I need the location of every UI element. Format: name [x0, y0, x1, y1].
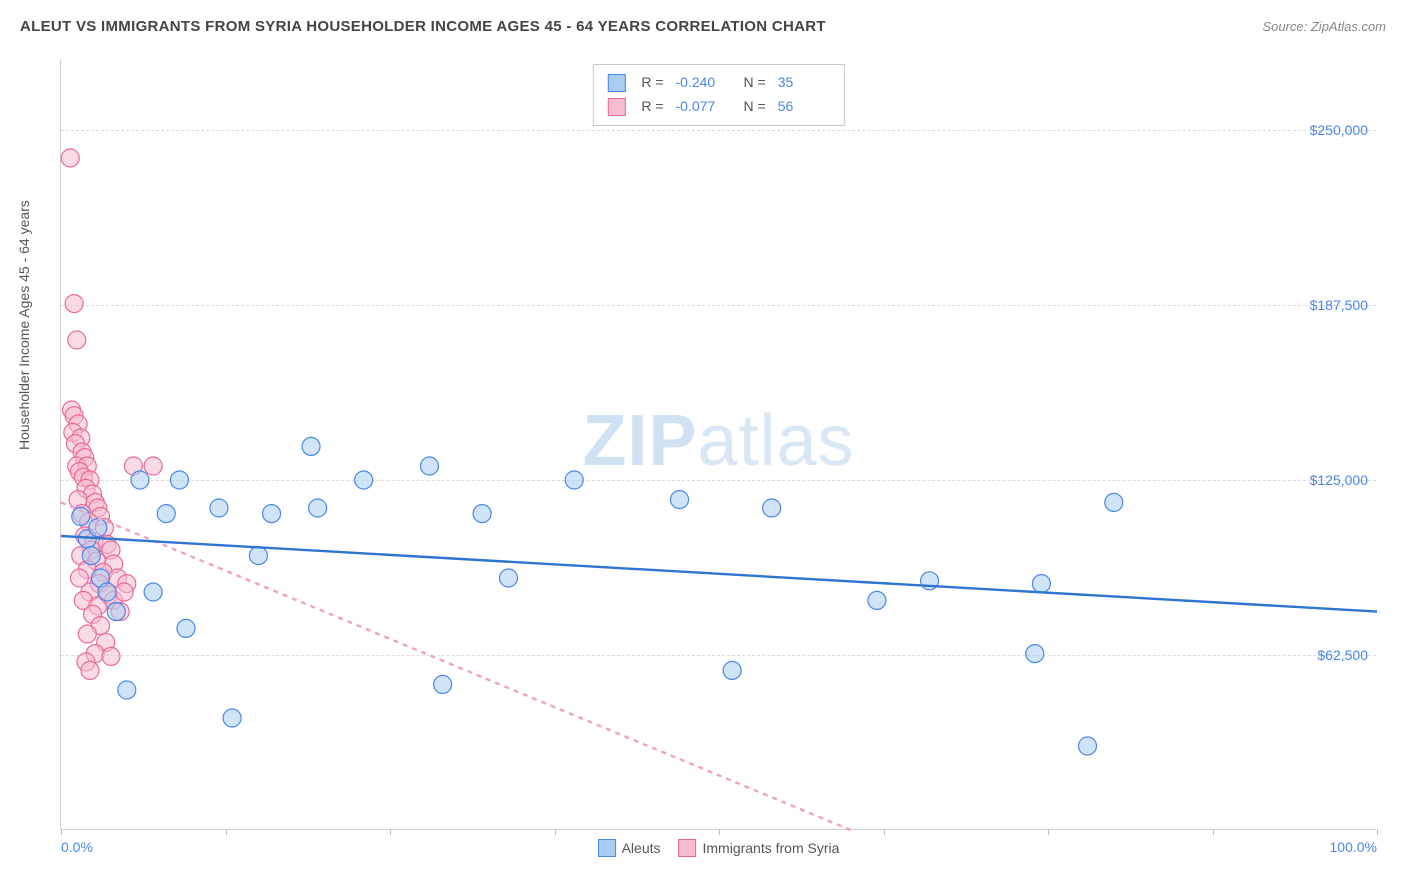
data-point: [157, 505, 175, 523]
data-point: [131, 471, 149, 489]
data-point: [210, 499, 228, 517]
correlation-stats-box: R = -0.240 N = 35 R = -0.077 N = 56: [592, 64, 844, 126]
data-point: [65, 295, 83, 313]
trend-line: [61, 536, 1377, 612]
legend-item-0: Aleuts: [598, 839, 661, 857]
r-value-1: -0.077: [676, 95, 728, 119]
data-point: [420, 457, 438, 475]
n-label: N =: [744, 71, 766, 95]
legend-label-0: Aleuts: [622, 840, 661, 856]
n-label: N =: [744, 95, 766, 119]
data-point: [1105, 493, 1123, 511]
data-point: [102, 647, 120, 665]
data-point: [107, 603, 125, 621]
data-point: [249, 547, 267, 565]
data-point: [1026, 645, 1044, 663]
r-label: R =: [641, 95, 663, 119]
data-point: [263, 505, 281, 523]
x-tick-label: 100.0%: [1330, 839, 1377, 855]
data-point: [177, 619, 195, 637]
legend-item-1: Immigrants from Syria: [679, 839, 840, 857]
chart-header: ALEUT VS IMMIGRANTS FROM SYRIA HOUSEHOLD…: [20, 18, 1386, 35]
data-point: [170, 471, 188, 489]
data-point: [565, 471, 583, 489]
data-point: [763, 499, 781, 517]
bottom-legend: Aleuts Immigrants from Syria: [598, 839, 840, 857]
data-point: [68, 331, 86, 349]
data-point: [355, 471, 373, 489]
n-value-1: 56: [778, 95, 830, 119]
data-point: [309, 499, 327, 517]
data-point: [434, 675, 452, 693]
stats-row-series-1: R = -0.077 N = 56: [607, 95, 829, 119]
data-point: [61, 149, 79, 167]
legend-label-1: Immigrants from Syria: [703, 840, 840, 856]
data-point: [144, 457, 162, 475]
data-point: [868, 591, 886, 609]
source-attribution: Source: ZipAtlas.com: [1262, 19, 1386, 34]
data-point: [115, 583, 133, 601]
data-point: [223, 709, 241, 727]
data-point: [89, 519, 107, 537]
legend-swatch-0: [598, 839, 616, 857]
data-point: [499, 569, 517, 587]
x-tick-label: 0.0%: [61, 839, 93, 855]
swatch-series-0: [607, 74, 625, 92]
data-point: [81, 661, 99, 679]
legend-swatch-1: [679, 839, 697, 857]
swatch-series-1: [607, 98, 625, 116]
data-point: [723, 661, 741, 679]
data-point: [1078, 737, 1096, 755]
data-point: [144, 583, 162, 601]
r-label: R =: [641, 71, 663, 95]
data-point: [98, 583, 116, 601]
stats-row-series-0: R = -0.240 N = 35: [607, 71, 829, 95]
chart-title: ALEUT VS IMMIGRANTS FROM SYRIA HOUSEHOLD…: [20, 18, 826, 35]
data-point: [302, 437, 320, 455]
chart-plot-area: ZIPatlas $62,500$125,000$187,500$250,000…: [60, 60, 1376, 830]
data-point: [78, 625, 96, 643]
data-point: [82, 547, 100, 565]
r-value-0: -0.240: [676, 71, 728, 95]
scatter-plot-svg: [61, 60, 1376, 829]
data-point: [1032, 575, 1050, 593]
data-point: [473, 505, 491, 523]
data-point: [118, 681, 136, 699]
data-point: [671, 491, 689, 509]
y-axis-label: Householder Income Ages 45 - 64 years: [16, 200, 32, 450]
n-value-0: 35: [778, 71, 830, 95]
